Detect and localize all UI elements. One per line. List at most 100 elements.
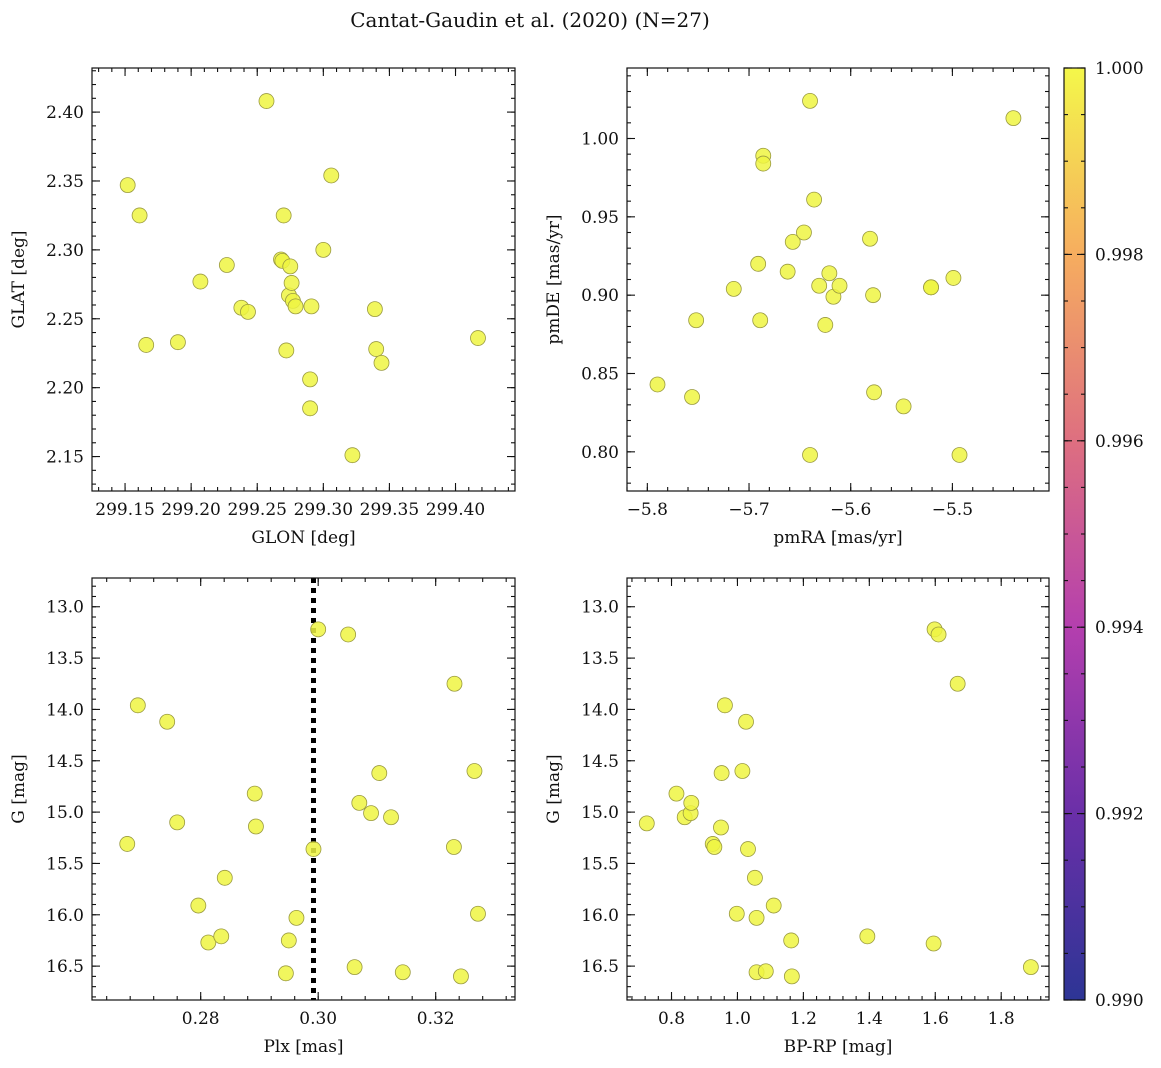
colorbar-tick-label: 0.998 xyxy=(1095,245,1144,265)
data-point xyxy=(684,389,700,405)
data-point xyxy=(862,230,878,247)
y-tick-label: 13.0 xyxy=(46,598,84,618)
data-point xyxy=(779,263,796,280)
y-tick-label: 16.5 xyxy=(46,957,84,977)
data-point xyxy=(734,763,751,779)
colorbar-tick-label: 0.996 xyxy=(1095,432,1144,452)
data-point xyxy=(170,334,186,351)
y-tick-label: 16.0 xyxy=(581,906,619,926)
data-point xyxy=(821,265,838,282)
data-point xyxy=(1005,110,1022,127)
x-tick-label: 1.6 xyxy=(922,1009,949,1029)
data-point xyxy=(470,330,486,346)
x-tick-label: −5.7 xyxy=(728,500,769,520)
data-point xyxy=(283,275,300,291)
x-tick-label: 299.25 xyxy=(227,500,286,520)
x-tick-label: 0.30 xyxy=(299,1009,337,1029)
colorbar-tick-label: 1.000 xyxy=(1095,59,1144,79)
data-point xyxy=(717,697,733,714)
x-tick-label: 1.0 xyxy=(724,1009,751,1029)
data-point xyxy=(817,317,834,333)
x-axis-label: BP-RP [mag] xyxy=(784,1037,893,1057)
data-point xyxy=(740,841,756,857)
x-tick-label: −5.5 xyxy=(932,500,973,520)
data-point xyxy=(765,897,782,914)
data-point xyxy=(470,905,486,922)
y-tick-label: 2.25 xyxy=(46,310,84,330)
y-tick-label: 16.0 xyxy=(46,906,84,926)
data-point xyxy=(302,371,319,388)
data-point xyxy=(310,621,327,638)
colorbar-tick-label: 0.994 xyxy=(1095,618,1144,638)
y-tick-label: 15.5 xyxy=(46,854,84,874)
data-point xyxy=(806,191,823,208)
data-point xyxy=(466,763,483,779)
data-point xyxy=(866,384,882,401)
axes-frame xyxy=(626,577,1050,1001)
panel-glon-glat: 299.15 299.20 299.25 299.30 299.35 299.40 2.15… xyxy=(9,67,516,548)
data-point xyxy=(248,818,264,835)
data-point xyxy=(275,207,292,224)
x-tick-label: −5.8 xyxy=(627,500,668,520)
axes-frame xyxy=(626,67,1050,492)
data-point xyxy=(728,905,745,922)
axes-frame xyxy=(91,577,516,1001)
data-point xyxy=(445,839,462,855)
data-point xyxy=(277,965,294,982)
data-point xyxy=(747,869,763,886)
data-point xyxy=(831,277,848,294)
y-tick-label: 0.80 xyxy=(581,443,619,463)
data-point xyxy=(755,155,772,172)
data-point xyxy=(169,814,186,831)
data-point xyxy=(373,354,390,371)
data-point xyxy=(923,279,939,296)
data-point xyxy=(280,932,297,949)
y-tick-label: 13.0 xyxy=(581,598,619,618)
data-point xyxy=(371,765,388,781)
x-axis-label: Plx [mas] xyxy=(263,1037,343,1057)
data-point xyxy=(246,785,263,802)
y-axis-label: G [mag] xyxy=(544,754,564,823)
x-tick-label: 1.8 xyxy=(988,1009,1015,1029)
figure-title: Cantat-Gaudin et al. (2020) (N=27) xyxy=(350,8,710,32)
x-tick-label: 0.32 xyxy=(417,1009,455,1029)
data-point xyxy=(282,258,299,275)
x-tick-label: −5.6 xyxy=(830,500,871,520)
data-point xyxy=(131,207,148,224)
data-point xyxy=(783,968,800,985)
data-point xyxy=(446,675,463,692)
x-axis-label: pmRA [mas/yr] xyxy=(773,528,902,548)
data-point xyxy=(752,312,769,329)
data-point xyxy=(346,959,363,976)
data-point xyxy=(213,928,230,945)
panel-plx-g: 0.28 0.30 0.32 13.0 13.5 14.0 14.5 15.0 15.5 16.0… xyxy=(9,577,516,1057)
colorbar-tick-label: 0.990 xyxy=(1095,991,1144,1011)
y-tick-label: 13.5 xyxy=(46,649,84,669)
data-point xyxy=(192,273,209,290)
x-tick-label: 0.28 xyxy=(182,1009,220,1029)
x-tick-label: 299.35 xyxy=(360,500,419,520)
data-point xyxy=(668,785,685,802)
data-point xyxy=(688,312,705,329)
data-point xyxy=(278,342,295,359)
y-tick-label: 15.5 xyxy=(581,854,619,874)
y-tick-label: 14.0 xyxy=(581,700,619,720)
y-tick-label: 0.90 xyxy=(581,286,619,306)
data-point xyxy=(750,255,767,272)
colorbar-tick-label: 0.992 xyxy=(1095,805,1144,825)
data-point xyxy=(930,626,947,643)
colorbar: 0.990 0.992 0.994 0.996 0.998 1.000 xyxy=(1063,59,1144,1011)
data-point xyxy=(784,233,801,250)
data-point xyxy=(811,277,828,294)
y-axis-label: pmDE [mas/yr] xyxy=(544,214,564,344)
data-point xyxy=(725,280,742,297)
data-point xyxy=(340,626,357,643)
data-point xyxy=(288,909,305,926)
data-point xyxy=(303,298,320,315)
data-point xyxy=(925,935,942,952)
y-tick-label: 2.40 xyxy=(46,103,84,123)
data-point xyxy=(951,447,968,463)
x-tick-label: 299.40 xyxy=(426,500,485,520)
data-point xyxy=(240,303,256,320)
data-point xyxy=(945,270,962,286)
